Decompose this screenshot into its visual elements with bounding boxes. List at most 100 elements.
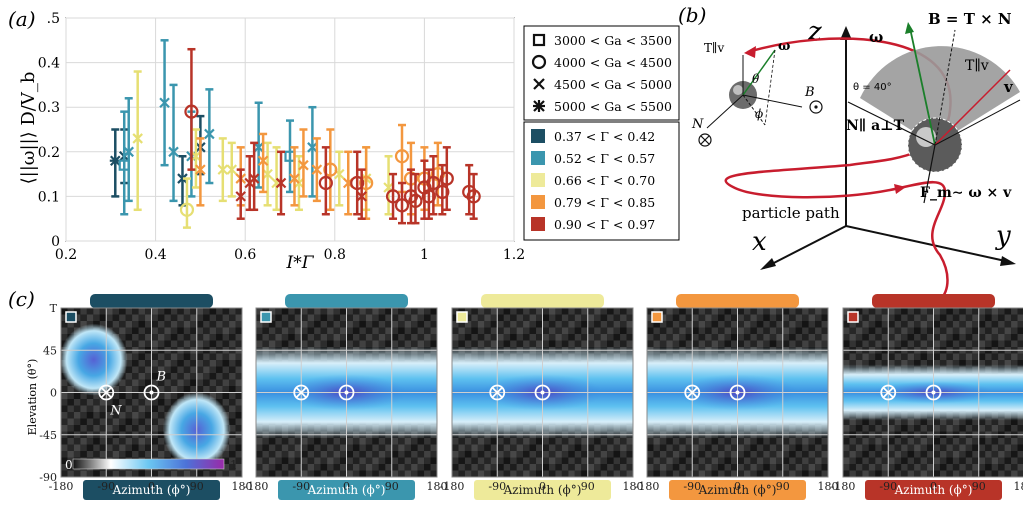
heatmap-x-label: Azimuth (ϕ°) [112, 483, 191, 497]
heatmap-xlabel-bg [83, 480, 220, 500]
heatmap-frame [451, 307, 634, 478]
small-omega-label: ω [778, 39, 790, 54]
heatmap-x-tick: 180 [427, 480, 448, 493]
heatmap-x-tick: -90 [879, 480, 897, 493]
heatmap-panel: -180 -90 0 90 180 Azimuth (ϕ°) [635, 294, 839, 500]
heatmap-x-tick: 0 [148, 480, 155, 493]
legend-label: 5000 < Ga < 5500 [554, 99, 672, 114]
data-point [342, 150, 354, 216]
y-tick-label: .5 [47, 11, 60, 27]
B-marker [143, 384, 160, 401]
heatmap-x-tick: 180 [818, 480, 839, 493]
heatmap-x-tick: -90 [292, 480, 310, 493]
heatmap-y-tick: 0 [50, 387, 57, 400]
marker-circle [394, 149, 410, 164]
marker-asterisk [533, 100, 545, 112]
data-point [168, 83, 179, 203]
marker-circle [394, 198, 410, 213]
marker-cross [253, 142, 264, 153]
N-marker [293, 384, 310, 401]
panel-label-c: (c) [8, 287, 35, 311]
panel-label-b: (b) [678, 3, 706, 27]
B-marker [925, 384, 942, 401]
B-marker [729, 384, 746, 401]
data-point [109, 128, 121, 198]
heatmap-color-key [65, 311, 77, 323]
data-point [177, 155, 188, 207]
legend-label: 4500 < Ga < 5000 [554, 77, 672, 92]
heatmap-title-bar [481, 294, 604, 308]
heatmap-x-label: Azimuth (ϕ°) [307, 483, 386, 497]
small-T-label: T∥v [704, 41, 725, 55]
heatmap-color-key [456, 311, 468, 323]
x-axis-label: I*Γ [285, 253, 314, 273]
small-N-label: N [691, 117, 704, 132]
x-tick-label: 0.8 [324, 247, 346, 263]
N-marker [489, 384, 506, 401]
data-point [289, 146, 300, 207]
x-tick-label: 1.2 [503, 247, 525, 263]
marker-asterisk [109, 155, 121, 167]
legend-gamma: 0.37 < Γ < 0.42 0.52 < Γ < 0.57 0.66 < Γ <… [523, 121, 680, 241]
data-point [195, 137, 206, 207]
x-tick-label: 1 [420, 247, 429, 263]
heatmap-blob [59, 323, 128, 396]
big-omega-label: ω [869, 28, 883, 46]
legend-swatch [531, 217, 545, 231]
marker-circle [466, 189, 481, 204]
data-points [109, 39, 481, 229]
data-point [159, 39, 170, 167]
marker-circle [439, 171, 454, 186]
legend-ga: 3000 < Ga < 3500 4000 < Ga < 4500 4500 < G… [523, 25, 680, 121]
data-point [179, 177, 195, 229]
heatmap-frame [646, 307, 829, 478]
marker-circle [184, 104, 199, 119]
data-point [408, 172, 423, 225]
data-point [132, 70, 143, 212]
heatmap-x-tick: 0 [734, 480, 741, 493]
y-tick-label: 0 [51, 234, 60, 250]
heatmap-x-label: Azimuth (ϕ°) [698, 483, 777, 497]
heatmap-title-bar [676, 294, 799, 308]
marker-cross [132, 133, 143, 144]
heatmap-y-tick: -90 [39, 471, 57, 484]
data-point [217, 137, 229, 203]
marker-cross [257, 155, 269, 166]
heatmap-x-tick: 180 [232, 480, 253, 493]
data-point [426, 155, 441, 216]
data-point [462, 163, 477, 216]
marker-circle [350, 175, 365, 191]
heatmap-y-tick: -45 [39, 429, 57, 442]
marker-cross [204, 128, 215, 140]
marker-circle [403, 189, 419, 204]
heatmap-xlabel-bg [865, 480, 1002, 500]
heatmap-x-tick: 0 [930, 480, 937, 493]
marker-square [532, 33, 546, 47]
heatmap-x-tick: 0 [343, 480, 350, 493]
marker-cross [195, 164, 206, 175]
B-marker [534, 384, 551, 401]
legend-label: 0.52 < Γ < 0.57 [554, 151, 655, 166]
heatmap-xlabel-bg [474, 480, 611, 500]
N-annotation: N [109, 404, 122, 419]
colorbar [72, 458, 225, 470]
data-point [262, 141, 273, 207]
marker-circle [359, 175, 374, 191]
data-point [257, 132, 269, 194]
legend-label: 0.66 < Γ < 0.70 [554, 173, 655, 188]
colorbar-min: 0 [65, 458, 73, 472]
y-tick-label: 0.1 [38, 189, 60, 205]
heatmap-y-label: Elevation (θ°) [26, 359, 39, 436]
marker-circle [462, 184, 477, 200]
legend-label: 0.90 < Γ < 0.97 [554, 217, 655, 232]
heatmap-title-bar [872, 294, 995, 308]
small-phi-label: ϕ [755, 107, 763, 121]
marker-circle [323, 162, 338, 177]
marker-cross [248, 173, 260, 184]
heatmap-x-label: Azimuth (ϕ°) [503, 483, 582, 497]
marker-cross [289, 173, 300, 184]
marker-circle [426, 175, 441, 191]
data-point [204, 88, 215, 185]
